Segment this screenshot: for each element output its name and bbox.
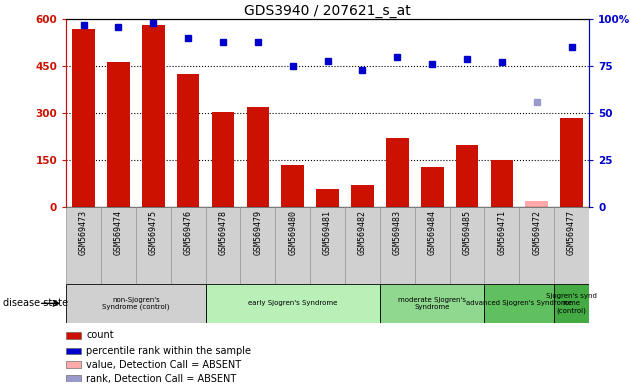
Bar [386,138,409,207]
Text: disease state: disease state [3,298,68,308]
Text: percentile rank within the sample: percentile rank within the sample [86,346,251,356]
Text: GSM569482: GSM569482 [358,210,367,255]
Bar [66,207,101,284]
Bar [66,361,81,368]
Bar [66,376,81,382]
Bar [282,165,304,207]
Text: GSM569474: GSM569474 [114,210,123,255]
Bar [450,207,484,284]
Bar [241,207,275,284]
Title: GDS3940 / 207621_s_at: GDS3940 / 207621_s_at [244,4,411,18]
Bar [136,207,171,284]
Bar [484,284,554,323]
Text: GSM569472: GSM569472 [532,210,541,255]
Bar [380,284,484,323]
Text: count: count [86,330,114,340]
Text: early Sjogren's Syndrome: early Sjogren's Syndrome [248,300,338,306]
Bar [560,118,583,207]
Bar [316,189,339,207]
Text: GSM569481: GSM569481 [323,210,332,255]
Text: value, Detection Call = ABSENT: value, Detection Call = ABSENT [86,360,241,370]
Bar [66,284,205,323]
Bar [66,348,81,354]
Bar [525,201,548,207]
Bar [351,185,374,207]
Text: GSM569485: GSM569485 [462,210,471,255]
Bar [107,61,130,207]
Text: GSM569479: GSM569479 [253,210,262,255]
Bar [205,207,241,284]
Bar [205,284,380,323]
Text: GSM569484: GSM569484 [428,210,437,255]
Bar [455,145,478,207]
Text: non-Sjogren's
Syndrome (control): non-Sjogren's Syndrome (control) [102,296,169,310]
Bar [66,332,81,339]
Text: GSM569478: GSM569478 [219,210,227,255]
Bar [72,29,95,207]
Bar [177,74,200,207]
Bar [246,107,269,207]
Text: moderate Sjogren's
Syndrome: moderate Sjogren's Syndrome [398,297,466,310]
Bar [212,112,234,207]
Bar [421,167,444,207]
Bar [484,207,519,284]
Bar [415,207,450,284]
Text: GSM569483: GSM569483 [393,210,402,255]
Text: GSM569480: GSM569480 [289,210,297,255]
Bar [554,284,589,323]
Bar [142,25,164,207]
Text: GSM569477: GSM569477 [567,210,576,255]
Bar [101,207,136,284]
Bar [345,207,380,284]
Text: GSM569473: GSM569473 [79,210,88,255]
Bar [171,207,205,284]
Text: Sjogren's synd
rome
(control): Sjogren's synd rome (control) [546,293,597,314]
Bar [275,207,310,284]
Bar [380,207,415,284]
Text: GSM569471: GSM569471 [498,210,507,255]
Text: GSM569475: GSM569475 [149,210,158,255]
Text: GSM569476: GSM569476 [184,210,193,255]
Bar [491,161,513,207]
Bar [310,207,345,284]
Bar [519,207,554,284]
Text: advanced Sjogren's Syndrome: advanced Sjogren's Syndrome [466,300,572,306]
Text: rank, Detection Call = ABSENT: rank, Detection Call = ABSENT [86,374,236,384]
Bar [554,207,589,284]
